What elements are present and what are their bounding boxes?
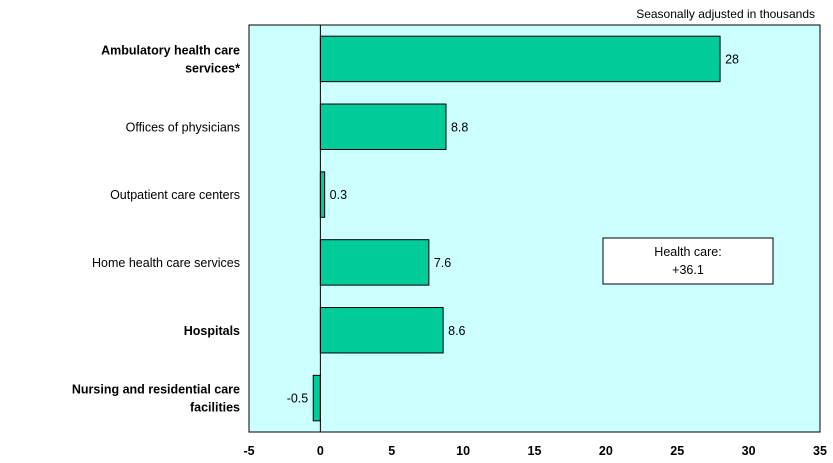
value-label-1: 8.8 <box>451 120 468 134</box>
x-tick-label-8: 35 <box>813 444 827 458</box>
value-labels: 28 8.8 0.3 7.6 8.6 -0.5 <box>287 52 739 405</box>
value-label-2: 0.3 <box>330 188 347 202</box>
unit-note: Seasonally adjusted in thousands <box>636 7 815 21</box>
bar-0 <box>319 35 721 83</box>
x-tick-label-0: -5 <box>243 444 254 458</box>
annotation-line-1: Health care: <box>654 245 721 259</box>
x-tick-label-6: 25 <box>670 444 684 458</box>
category-label-3-line-0: Home health care services <box>92 256 240 270</box>
category-label-0-line-0: Ambulatory health care <box>101 43 240 57</box>
x-tick-label-3: 10 <box>456 444 470 458</box>
x-tick-label-4: 15 <box>528 444 542 458</box>
value-label-3: 7.6 <box>434 256 451 270</box>
bar-2 <box>319 171 326 218</box>
bar-4 <box>319 307 444 354</box>
category-label-5-line-1: facilities <box>190 401 240 415</box>
category-labels: Ambulatory health care services* Offices o… <box>72 43 240 414</box>
plot-area <box>248 24 821 433</box>
x-tick-label-5: 20 <box>599 444 613 458</box>
bars-layer <box>312 35 721 422</box>
value-label-5: -0.5 <box>287 392 309 406</box>
annotation-rect <box>602 237 774 285</box>
x-tick-labels: -5 0 5 10 15 20 25 30 35 <box>243 444 827 458</box>
x-tick-label-2: 5 <box>388 444 395 458</box>
category-label-0-line-1: services* <box>185 61 240 75</box>
category-label-2-line-0: Outpatient care centers <box>110 188 240 202</box>
bar-3 <box>319 239 430 286</box>
value-label-4: 8.6 <box>448 324 465 338</box>
x-tick-label-7: 30 <box>742 444 756 458</box>
annotation-line-2: +36.1 <box>672 263 704 277</box>
bar-1 <box>319 103 447 150</box>
category-label-1-line-0: Offices of physicians <box>126 120 240 134</box>
bar-5 <box>312 374 321 422</box>
annotation-box: Health care: +36.1 <box>602 237 774 285</box>
x-tick-label-1: 0 <box>317 444 324 458</box>
category-label-5-line-0: Nursing and residential care <box>72 383 240 397</box>
value-label-0: 28 <box>725 52 739 66</box>
category-label-4-line-0: Hospitals <box>184 324 240 338</box>
